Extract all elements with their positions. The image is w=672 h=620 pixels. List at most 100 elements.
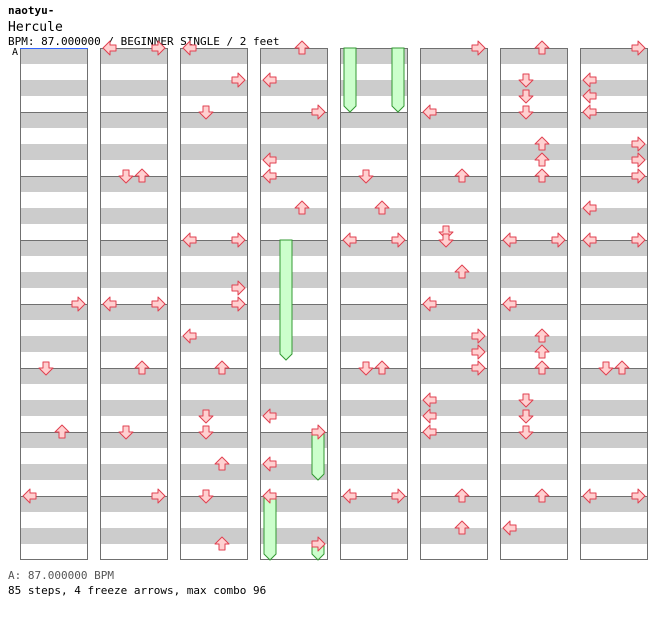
arrow-left-icon <box>582 88 597 104</box>
arrow-left-icon <box>262 168 277 184</box>
arrow-down-icon <box>198 409 214 424</box>
stripe <box>420 80 488 96</box>
stripe <box>260 368 328 384</box>
stripe <box>180 464 248 480</box>
stripe <box>260 304 328 320</box>
freeze-arrow-down <box>279 239 293 361</box>
stripe <box>260 208 328 224</box>
stripe <box>420 208 488 224</box>
freeze-arrow-left <box>343 47 357 113</box>
stripe <box>580 208 648 224</box>
stripe <box>340 528 408 544</box>
bpm-legend: A: 87.000000 BPM <box>8 569 114 582</box>
column-border <box>580 48 648 560</box>
stripe <box>20 336 88 352</box>
stripe <box>500 240 568 256</box>
arrow-up-icon <box>454 488 470 503</box>
arrow-left-icon <box>422 104 437 120</box>
stripe <box>580 272 648 288</box>
stripe <box>340 112 408 128</box>
stripe <box>340 48 408 64</box>
arrow-right-icon <box>71 296 86 312</box>
arrow-left-icon <box>422 296 437 312</box>
stripe <box>580 528 648 544</box>
arrow-down-icon <box>198 425 214 440</box>
stripe <box>580 464 648 480</box>
arrow-right-icon <box>631 40 646 56</box>
arrow-left-icon <box>582 72 597 88</box>
stripe <box>260 80 328 96</box>
stripe <box>260 336 328 352</box>
stripe <box>20 176 88 192</box>
arrow-down-icon <box>518 393 534 408</box>
arrow-left-icon <box>582 200 597 216</box>
arrow-down-icon <box>518 409 534 424</box>
arrow-right-icon <box>151 40 166 56</box>
arrow-down-icon <box>118 425 134 440</box>
arrow-down-icon <box>118 169 134 184</box>
stripe <box>420 496 488 512</box>
arrow-left-icon <box>422 424 437 440</box>
arrow-down-icon <box>518 425 534 440</box>
column-border <box>100 48 168 560</box>
arrow-left-icon <box>102 40 117 56</box>
arrow-right-icon <box>311 536 326 552</box>
stripe <box>260 48 328 64</box>
stripe <box>180 208 248 224</box>
column-border <box>420 48 488 560</box>
stripe <box>180 304 248 320</box>
arrow-left-icon <box>182 40 197 56</box>
stripe <box>340 80 408 96</box>
stripe <box>420 144 488 160</box>
stripe <box>500 400 568 416</box>
arrow-up-icon <box>294 200 310 215</box>
column-border <box>260 48 328 560</box>
stripe <box>420 528 488 544</box>
arrow-left-icon <box>342 232 357 248</box>
arrow-right-icon <box>631 488 646 504</box>
stripe <box>260 432 328 448</box>
arrow-right-icon <box>471 40 486 56</box>
stripe <box>500 368 568 384</box>
arrow-left-icon <box>582 104 597 120</box>
song-title: Hercule <box>8 20 63 35</box>
stripe <box>500 112 568 128</box>
arrow-left-icon <box>182 232 197 248</box>
stripe <box>500 272 568 288</box>
stripe <box>180 336 248 352</box>
arrow-up-icon <box>534 136 550 151</box>
stripe <box>260 144 328 160</box>
stripe <box>340 240 408 256</box>
stripe <box>180 368 248 384</box>
arrow-right-icon <box>391 488 406 504</box>
song-artist: naotyu- <box>8 4 55 17</box>
arrow-up-icon <box>534 360 550 375</box>
stripe <box>340 176 408 192</box>
arrow-right-icon <box>311 104 326 120</box>
stripe <box>20 112 88 128</box>
stripe <box>20 304 88 320</box>
stripe <box>20 368 88 384</box>
stripe <box>580 304 648 320</box>
arrow-right-icon <box>551 232 566 248</box>
stripe <box>20 48 88 64</box>
stripe <box>260 464 328 480</box>
stripe <box>100 496 168 512</box>
arrow-right-icon <box>231 296 246 312</box>
stripe <box>420 368 488 384</box>
stripe <box>420 464 488 480</box>
arrow-up-icon <box>534 168 550 183</box>
stripe <box>340 304 408 320</box>
arrow-left-icon <box>102 296 117 312</box>
stripe <box>20 240 88 256</box>
arrow-down-icon <box>438 233 454 248</box>
arrow-up-icon <box>534 328 550 343</box>
arrow-left-icon <box>582 488 597 504</box>
stripe <box>340 368 408 384</box>
column-border <box>180 48 248 560</box>
stripe <box>20 464 88 480</box>
arrow-right-icon <box>471 360 486 376</box>
stripe <box>100 240 168 256</box>
stripe <box>20 400 88 416</box>
